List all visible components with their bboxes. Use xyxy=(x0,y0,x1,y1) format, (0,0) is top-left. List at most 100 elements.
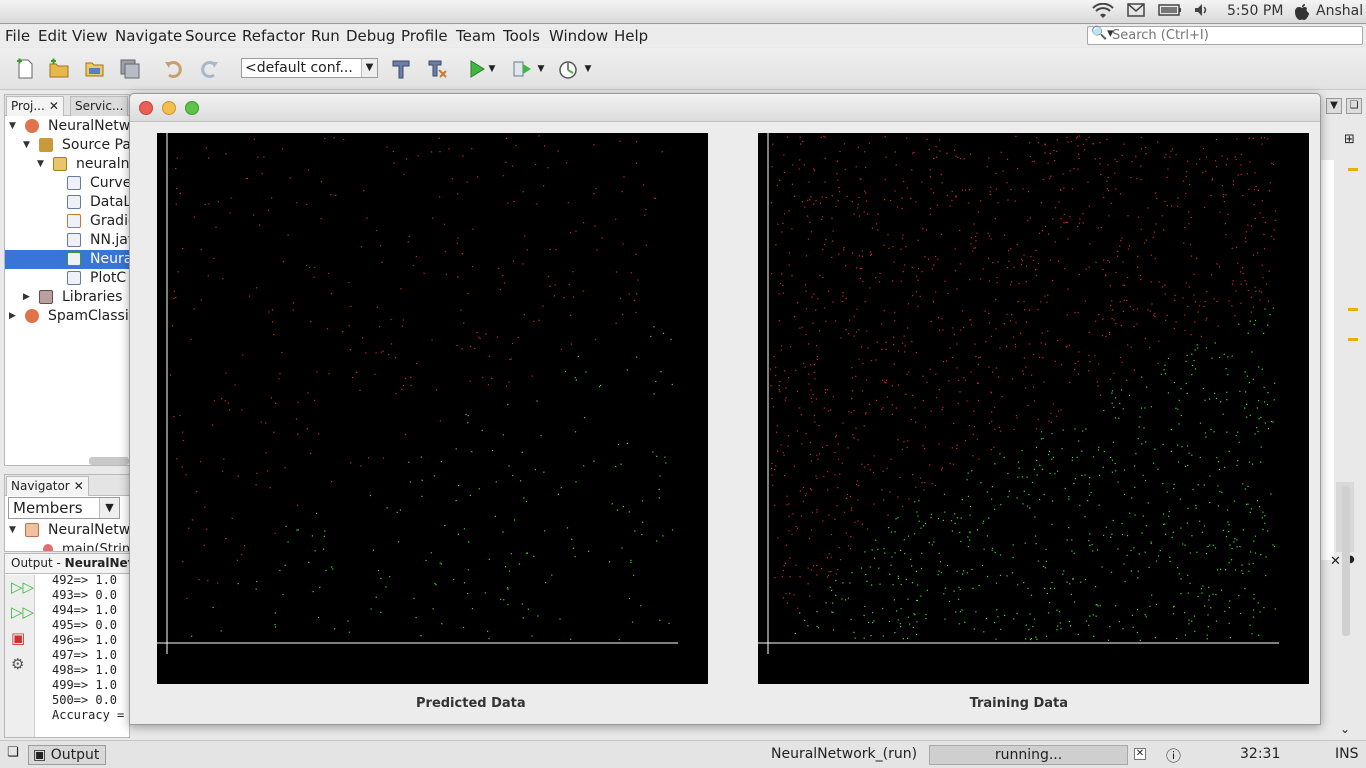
scroll-down-icon[interactable]: ⌄ xyxy=(1340,722,1351,736)
search-input[interactable] xyxy=(1112,28,1360,43)
close-icon[interactable]: ✕ xyxy=(48,99,59,113)
mail-icon[interactable] xyxy=(1127,3,1145,21)
redo-icon[interactable] xyxy=(197,57,221,81)
menu-team[interactable]: Team xyxy=(456,27,496,45)
tab-output[interactable]: Output - NeuralNetw xyxy=(5,554,129,574)
search-icon[interactable]: 🔍▾ xyxy=(1091,26,1114,41)
menu-edit[interactable]: Edit xyxy=(38,27,68,45)
tree-node-file-selected[interactable]: Neura xyxy=(5,250,132,269)
tree-node-libraries[interactable]: ▶ Libraries xyxy=(5,288,129,307)
data-point xyxy=(853,631,855,633)
window-maximize-button[interactable] xyxy=(185,101,199,115)
tree-node-neuralnetwork[interactable]: ▼ NeuralNetw xyxy=(5,117,130,136)
window-titlebar[interactable] xyxy=(130,94,1320,122)
chevron-down-icon[interactable]: ▼ xyxy=(99,498,119,518)
tree-node-file[interactable]: DataL xyxy=(5,193,131,212)
new-project-icon[interactable] xyxy=(47,57,71,81)
new-file-icon[interactable] xyxy=(13,57,37,81)
close-icon[interactable]: ✕ xyxy=(73,479,84,493)
volume-icon[interactable] xyxy=(1194,3,1210,21)
tree-node-file[interactable]: PlotC xyxy=(5,269,129,288)
run-dropdown-icon[interactable]: ▼ xyxy=(488,64,496,74)
chevron-right-icon[interactable]: ▶ xyxy=(9,311,16,321)
progress-bar[interactable]: running... xyxy=(929,745,1128,765)
split-icon[interactable]: ⊞ xyxy=(1344,132,1355,147)
close-icon[interactable]: ✕ xyxy=(1330,554,1341,569)
menu-window[interactable]: Window xyxy=(549,27,609,45)
data-point xyxy=(942,406,944,409)
tree-node-package[interactable]: ▼ neuraln xyxy=(5,155,129,174)
stop-icon[interactable]: ▣ xyxy=(11,629,26,647)
debug-icon[interactable] xyxy=(510,57,534,81)
wifi-icon[interactable] xyxy=(1092,2,1114,23)
configuration-select[interactable]: <default conf... ▼ xyxy=(241,58,378,78)
chevron-right-icon[interactable]: ▶ xyxy=(23,292,30,302)
open-project-icon[interactable] xyxy=(83,57,107,81)
debug-dropdown-icon[interactable]: ▼ xyxy=(537,64,545,74)
menu-refactor[interactable]: Refactor xyxy=(242,27,305,45)
profile-icon[interactable] xyxy=(556,57,580,81)
running-task-name[interactable]: NeuralNetwork_(run) xyxy=(771,746,918,762)
chevron-down-icon[interactable]: ▼ xyxy=(9,525,16,535)
tab-navigator[interactable]: Navigator ✕ xyxy=(6,476,89,496)
output-button[interactable]: ▣ Output xyxy=(28,745,106,765)
data-point xyxy=(1186,522,1188,524)
menu-profile[interactable]: Profile xyxy=(401,27,448,45)
tab-services[interactable]: Servic... xyxy=(70,96,129,116)
data-point xyxy=(1227,356,1229,358)
menu-navigate[interactable]: Navigate xyxy=(115,27,183,45)
tab-projects[interactable]: Proj... ✕ xyxy=(6,96,64,116)
chevron-down-icon[interactable]: ▼ xyxy=(37,159,44,169)
clean-build-icon[interactable] xyxy=(425,57,449,81)
build-icon[interactable] xyxy=(389,57,413,81)
chevron-down-icon[interactable]: ▼ xyxy=(9,121,16,131)
data-point xyxy=(635,311,637,314)
warning-marker[interactable] xyxy=(1348,308,1358,311)
cancel-task-icon[interactable]: ✕ xyxy=(1134,748,1146,760)
navigator-method-item[interactable]: main(Strin xyxy=(5,540,129,551)
menu-file[interactable]: File xyxy=(5,27,31,45)
menu-view[interactable]: View xyxy=(72,27,108,45)
menu-tools[interactable]: Tools xyxy=(503,27,540,45)
menu-help[interactable]: Help xyxy=(614,27,649,45)
rerun-with-params-icon[interactable]: ▷▷ xyxy=(11,603,35,621)
rerun-icon[interactable]: ▷▷ xyxy=(11,578,35,596)
data-point xyxy=(890,564,892,566)
dropdown-icon[interactable]: ▼ xyxy=(1326,98,1342,114)
insert-mode[interactable]: INS xyxy=(1335,746,1359,762)
chevron-down-icon[interactable]: ▼ xyxy=(23,140,30,150)
warning-marker[interactable] xyxy=(1348,338,1358,341)
undo-icon[interactable] xyxy=(162,57,186,81)
warning-marker[interactable] xyxy=(1348,168,1358,171)
output-scrollbar[interactable] xyxy=(1342,486,1350,636)
menu-source[interactable]: Source xyxy=(185,27,237,45)
tree-node-spamclassifier[interactable]: ▶ SpamClassif xyxy=(5,307,134,326)
user-name[interactable]: Anshal xyxy=(1316,3,1364,19)
battery-icon[interactable] xyxy=(1158,3,1182,21)
data-point xyxy=(1214,342,1216,344)
restore-window-icon[interactable]: ❏ xyxy=(1346,98,1362,114)
window-close-button[interactable] xyxy=(139,101,153,115)
tree-node-source-packages[interactable]: ▼ Source Pa xyxy=(5,136,131,155)
tree-node-file[interactable]: Curve xyxy=(5,174,131,193)
data-point xyxy=(1033,259,1035,261)
run-icon[interactable] xyxy=(465,57,489,81)
navigator-class-item[interactable]: ▼ NeuralNetw xyxy=(5,521,129,540)
menu-debug[interactable]: Debug xyxy=(346,27,396,45)
tree-node-file[interactable]: NN.jav xyxy=(5,231,136,250)
tree-node-file[interactable]: Gradie xyxy=(5,212,137,231)
settings-icon[interactable]: ⚙ xyxy=(11,655,25,673)
notifications-icon[interactable]: ⓘ xyxy=(1166,747,1182,765)
minimize-dot-icon[interactable]: ● xyxy=(1346,554,1355,565)
data-point xyxy=(817,298,819,300)
window-minimize-button[interactable] xyxy=(162,101,176,115)
profile-dropdown-icon[interactable]: ▼ xyxy=(584,64,592,74)
restore-panels-icon[interactable]: ❏ xyxy=(7,745,19,760)
apple-icon[interactable] xyxy=(1294,3,1310,25)
save-all-icon[interactable] xyxy=(118,57,142,81)
chevron-down-icon[interactable]: ▼ xyxy=(361,59,377,77)
members-filter-select[interactable]: Members ▼ xyxy=(8,497,120,519)
horizontal-scrollbar[interactable] xyxy=(89,457,129,465)
clock-text[interactable]: 5:50 PM xyxy=(1227,3,1284,19)
menu-run[interactable]: Run xyxy=(311,27,340,45)
